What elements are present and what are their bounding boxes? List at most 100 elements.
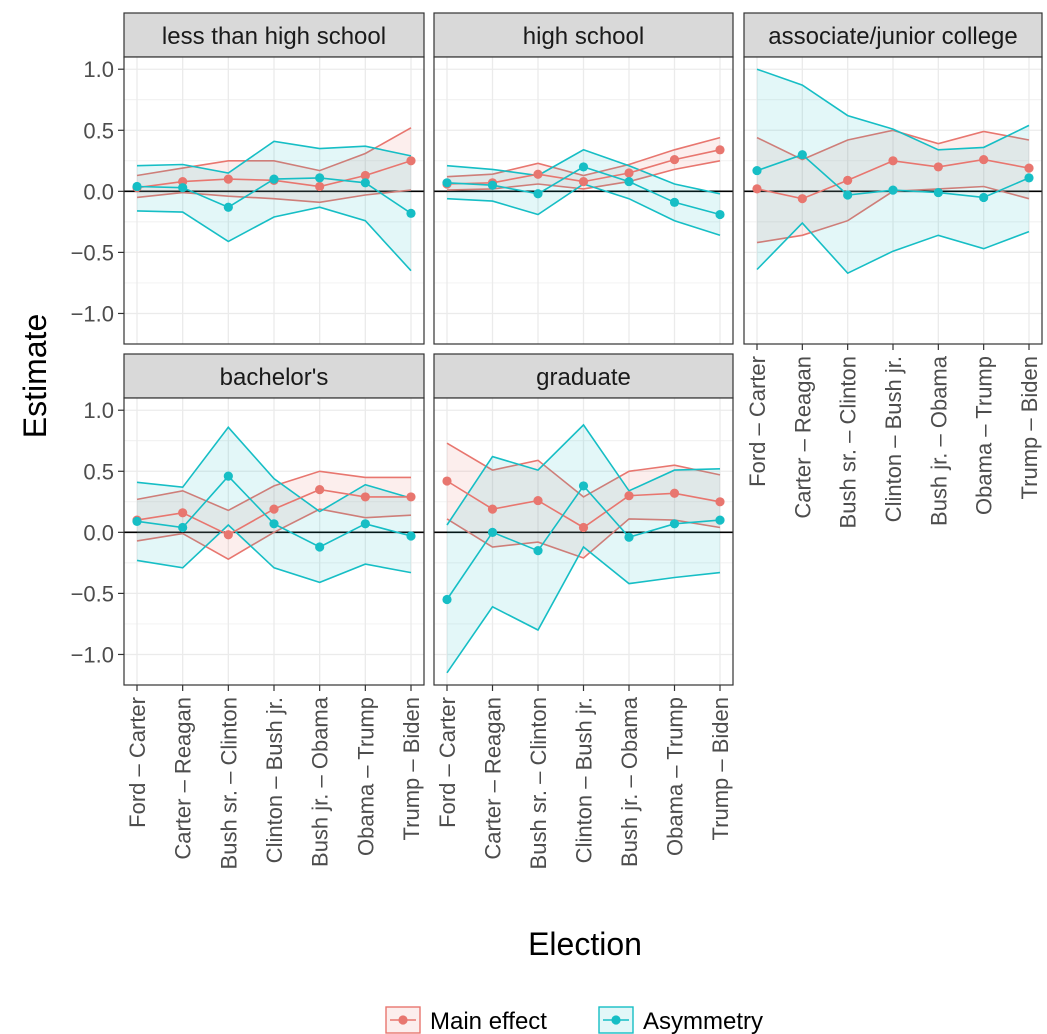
data-point <box>406 492 416 502</box>
x-tick-label: Clinton – Bush jr. <box>572 697 597 863</box>
data-point <box>533 495 543 506</box>
data-point <box>442 594 452 605</box>
data-point <box>132 181 142 192</box>
panel-title: associate/junior college <box>768 23 1017 50</box>
x-tick-label: Clinton – Bush jr. <box>881 356 906 522</box>
data-point <box>360 170 370 181</box>
data-point <box>406 531 416 541</box>
data-point <box>487 180 498 190</box>
data-point <box>269 504 279 514</box>
data-point <box>223 530 233 540</box>
panel-1: high school <box>433 12 734 345</box>
x-tick-label: Carter – Reagan <box>790 356 815 519</box>
y-tick-label: 1.0 <box>83 398 114 423</box>
x-tick-label: Bush sr. – Clinton <box>836 356 861 528</box>
data-point <box>752 184 762 194</box>
data-point <box>979 192 989 203</box>
legend-label-1: Asymmetry <box>643 1008 763 1034</box>
panels-layer: less than high school −1.0 −0.5 0.0 0.5 1.0 hi… <box>71 12 1043 869</box>
data-point <box>315 173 325 183</box>
lower-bound-line-1 <box>136 523 412 584</box>
data-point <box>624 168 634 178</box>
panel-title: graduate <box>536 364 631 391</box>
upper-bound-line-1 <box>446 148 721 195</box>
panel-4: graduate Ford – Carter Carter – Reagan Bush… <box>433 353 734 869</box>
upper-bound-line-1 <box>446 423 721 526</box>
panel-title: high school <box>523 23 644 50</box>
panel-title: bachelor's <box>220 364 329 391</box>
data-point <box>843 175 853 185</box>
data-point <box>715 209 725 220</box>
ribbon-1 <box>137 141 411 271</box>
x-tick-label: Carter – Reagan <box>481 697 506 860</box>
data-point <box>1024 173 1034 183</box>
x-tick-label: Obama – Trump <box>663 697 688 856</box>
legend-label-0: Main effect <box>430 1008 547 1034</box>
lower-bound-line-1 <box>136 206 412 272</box>
x-axis-title: Election <box>528 926 642 962</box>
data-point <box>715 497 725 507</box>
x-tick-label: Bush jr. – Obama <box>308 696 333 867</box>
data-point <box>315 181 325 192</box>
panel-0: less than high school −1.0 −0.5 0.0 0.5 1.0 <box>71 12 425 345</box>
x-tick-label: Obama – Trump <box>972 356 997 515</box>
lower-bound-line-0 <box>136 189 412 204</box>
data-point <box>269 174 279 184</box>
x-tick-label: Trump – Biden <box>1017 356 1042 499</box>
data-point <box>360 492 370 502</box>
data-point <box>178 508 188 518</box>
data-point <box>752 165 762 176</box>
data-point <box>979 154 989 165</box>
data-point <box>132 516 142 526</box>
y-tick-label: 1.0 <box>83 57 114 82</box>
data-point <box>178 522 188 533</box>
data-point <box>669 154 680 165</box>
upper-bound-line-1 <box>136 140 412 174</box>
panel-border <box>123 56 425 345</box>
x-tick-label: Bush jr. – Obama <box>926 355 951 526</box>
data-point <box>533 546 543 556</box>
data-point <box>888 185 898 195</box>
lower-bound-line-1 <box>446 545 721 674</box>
upper-bound-line-1 <box>136 426 412 513</box>
data-point <box>624 176 634 187</box>
y-axis-title: Estimate <box>17 314 53 438</box>
y-tick-label: 0.5 <box>83 118 114 143</box>
data-point <box>578 522 589 533</box>
x-tick-label: Bush sr. – Clinton <box>216 697 241 869</box>
data-point <box>797 150 807 160</box>
x-tick-label: Obama – Trump <box>353 697 378 856</box>
ribbon-0 <box>137 127 411 203</box>
data-point <box>624 532 634 542</box>
data-point <box>360 519 370 529</box>
upper-bound-line-1 <box>756 68 1030 151</box>
lower-bound-line-1 <box>756 221 1030 275</box>
data-point <box>669 519 680 529</box>
data-point <box>669 488 680 498</box>
data-point <box>487 527 498 537</box>
data-point <box>578 481 589 491</box>
y-tick-label: −1.0 <box>71 642 114 667</box>
x-tick-label: Trump – Biden <box>708 697 733 840</box>
y-tick-label: 0.5 <box>83 459 114 484</box>
data-point <box>406 156 416 166</box>
y-tick-label: −1.0 <box>71 301 114 326</box>
data-point <box>487 504 498 514</box>
legend: Main effect Asymmetry <box>385 1006 763 1034</box>
y-tick-label: 0.0 <box>83 520 114 545</box>
x-tick-label: Ford – Carter <box>125 697 150 828</box>
x-tick-label: Ford – Carter <box>745 356 770 487</box>
data-point <box>578 176 589 187</box>
data-point <box>669 197 680 207</box>
panel-3: bachelor's −1.0 −0.5 0.0 0.5 1.0 Ford – Carter… <box>71 353 425 869</box>
data-point <box>533 169 543 179</box>
panel-strip-background <box>433 353 734 399</box>
upper-bound-line-0 <box>446 136 721 178</box>
data-point <box>178 183 188 193</box>
data-point <box>223 174 233 184</box>
data-point <box>715 145 725 155</box>
x-tick-label: Bush jr. – Obama <box>617 696 642 867</box>
panel-title: less than high school <box>162 23 386 50</box>
data-point <box>315 542 325 552</box>
y-tick-label: −0.5 <box>71 581 114 606</box>
